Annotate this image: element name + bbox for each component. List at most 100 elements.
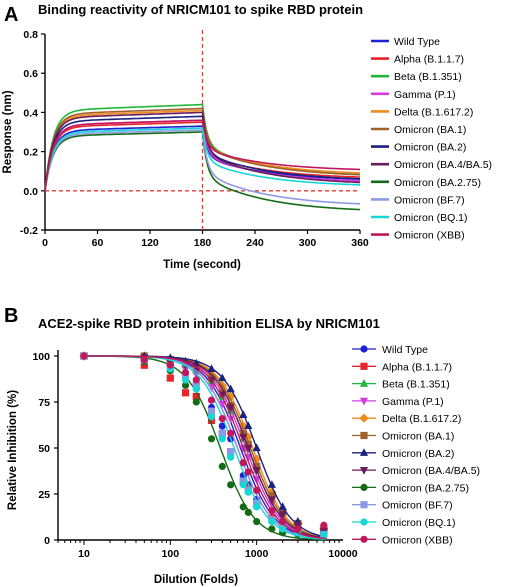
chart-b-x-tick-label: 100 <box>162 548 180 560</box>
chart-b-data-point <box>252 443 261 452</box>
chart-b-data-point <box>218 414 226 423</box>
chart-b-data-point <box>181 389 190 397</box>
chart-a-y-tick-label: 0.2 <box>23 147 38 159</box>
chart-a-series <box>44 103 361 211</box>
chart-b-data-point <box>166 374 174 382</box>
panel-b: B ACE2-spike RBD protein inhibition ELIS… <box>4 305 480 586</box>
chart-b-data-point <box>207 407 216 415</box>
chart-b-data-point <box>268 506 276 515</box>
chart-b-data-point <box>192 385 200 393</box>
chart-b-data-point <box>320 521 328 529</box>
chart-b-data-point <box>181 381 190 390</box>
chart-a-ylabel: Response (nm) <box>2 90 14 173</box>
chart-b-legend-label: Omicron (BA.1) <box>382 431 454 443</box>
chart-b-legend-marker <box>360 501 368 509</box>
chart-b-data-point <box>267 496 276 505</box>
chart-b-data-point <box>192 381 200 390</box>
chart-b-data-point <box>226 404 235 413</box>
chart-a-y-tick-label: -0.2 <box>20 225 38 237</box>
chart-a-series-line <box>44 107 360 191</box>
chart-b-data-point <box>278 502 287 510</box>
chart-b-data-point <box>218 435 226 443</box>
chart-b-legend-label: Omicron (BA.4/BA.5) <box>382 465 480 477</box>
chart-a-y-tick-label: 0.8 <box>23 29 38 41</box>
chart-a-x-tick-label: 360 <box>351 237 369 249</box>
chart-b-legend-marker <box>359 467 369 475</box>
chart-b-data-point <box>244 468 252 476</box>
chart-b-data-point <box>192 392 200 401</box>
chart-b-series <box>79 351 329 541</box>
chart-b-ylabel: Relative Inhibition (%) <box>7 390 19 510</box>
chart-b-data-point <box>253 462 261 470</box>
chart-b-data-point <box>181 372 190 380</box>
chart-a-legend-label: Delta (B.1.617.2) <box>394 106 473 118</box>
chart-b-data-point <box>320 530 328 539</box>
chart-b-legend-label: Omicron (BA.2) <box>382 448 454 460</box>
chart-b-data-point <box>268 518 276 526</box>
chart-b-legend-label: Alpha (B.1.1.7) <box>382 361 452 373</box>
chart-b-y-tick-label: 0 <box>44 535 50 547</box>
chart-b-data-point <box>227 481 235 489</box>
chart-b-data-point <box>268 492 276 500</box>
chart-a-y-tick-label: 0.0 <box>23 186 38 198</box>
chart-b-x-tick-label: 10000 <box>328 548 357 560</box>
chart-b-data-point <box>244 488 252 496</box>
chart-b-data-point <box>243 432 253 442</box>
chart-b-data-point <box>166 361 174 369</box>
chart-a-series-line <box>44 111 360 191</box>
panel-b-label: B <box>4 305 18 327</box>
chart-b-x-tick-label: 1000 <box>245 548 269 560</box>
chart-b-data-point <box>253 486 261 494</box>
chart-b-data-point <box>226 384 235 393</box>
chart-b-data-point <box>218 373 227 382</box>
chart-b-data-point <box>207 413 216 421</box>
chart-b-legend-label: Omicron (BQ.1) <box>382 517 456 529</box>
chart-b-data-point <box>252 466 261 475</box>
chart-b-legend-label: Omicron (XBB) <box>382 534 453 546</box>
chart-b-legend-marker <box>360 345 368 353</box>
chart-b-legend-label: Delta (B.1.617.2) <box>382 413 461 425</box>
chart-a-legend-label: Alpha (B.1.1.7) <box>394 54 464 66</box>
chart-b-xlabel: Dilution (Folds) <box>154 574 238 586</box>
chart-b-legend: Wild Type Alpha (B.1.1.7) Beta (B.1.351) Ga… <box>352 344 480 546</box>
chart-b-series-fit-line <box>84 355 326 540</box>
chart-b-data-point <box>278 511 287 519</box>
chart-b-data-point <box>239 481 247 489</box>
chart-b-data-point <box>218 429 226 437</box>
chart-a-series-line <box>44 127 361 191</box>
chart-b-data-point <box>227 453 235 461</box>
chart-a-legend-label: Omicron (BA.1) <box>394 124 466 136</box>
chart-b-data-point <box>181 368 190 377</box>
chart-b-data-point <box>253 499 261 507</box>
chart-a-x-tick-label: 240 <box>246 237 264 249</box>
chart-a-legend-label: Omicron (BF.7) <box>394 194 465 206</box>
chart-a-legend-label: Omicron (BA.4/BA.5) <box>394 159 492 171</box>
chart-b-legend-marker <box>359 397 369 406</box>
chart-b-data-point <box>239 410 248 418</box>
chart-b-data-point <box>80 352 88 360</box>
chart-a-series-line <box>44 119 360 191</box>
chart-a-x-tick-label: 120 <box>141 237 159 249</box>
chart-a-legend: Wild Type Alpha (B.1.1.7) Beta (B.1.351) Ga… <box>371 36 492 242</box>
chart-a-legend-label: Wild Type <box>394 36 440 48</box>
chart-b-data-point <box>239 459 247 467</box>
chart-b-data-point <box>244 421 253 430</box>
chart-a-legend-label: Omicron (BA.2) <box>394 142 466 154</box>
chart-a-axes: 0 60 120 180 240 300 360 -0.2 0.0 0.2 0.4 0.6 0.8 <box>20 29 369 249</box>
chart-b-y-tick-label: 25 <box>38 489 50 501</box>
chart-b-data-point <box>294 525 302 533</box>
chart-a-legend-label: Omicron (XBB) <box>394 230 465 242</box>
chart-a-legend-label: Beta (B.1.351) <box>394 71 462 83</box>
chart-b-series-fit-line <box>84 355 326 540</box>
chart-b-data-point <box>140 361 148 369</box>
chart-b-legend-marker <box>360 362 368 370</box>
chart-b-legend-label: Omicron (BF.7) <box>382 500 453 512</box>
chart-b-legend-marker <box>359 379 369 387</box>
chart-b-data-point <box>267 480 276 488</box>
chart-b-legend-marker <box>360 535 368 543</box>
chart-b-legend-marker <box>360 483 368 491</box>
chart-b-data-point <box>253 503 261 511</box>
chart-b-data-point <box>244 508 252 516</box>
chart-b-data-point <box>239 503 247 511</box>
chart-b-data-point <box>218 422 226 430</box>
